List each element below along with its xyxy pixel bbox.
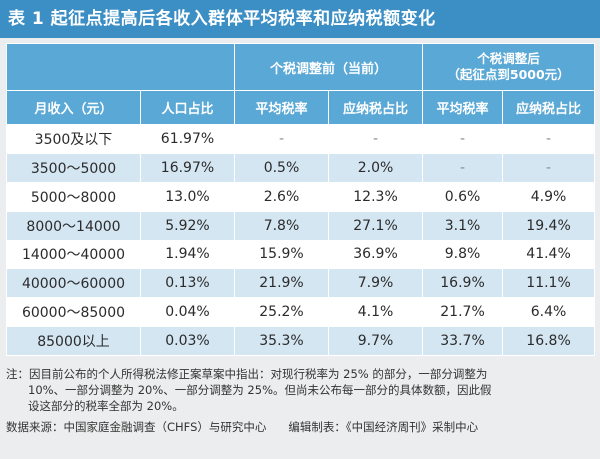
- cell-share-before: 27.1%: [327, 210, 424, 241]
- data-source: 数据来源：中国家庭金融调查（CHFS）与研究中心: [6, 420, 267, 434]
- cell-share-after: 41.4%: [502, 239, 596, 270]
- cell-population: 13.0%: [140, 181, 235, 212]
- cell-income: 85000以上: [6, 326, 141, 356]
- cell-income: 40000～60000: [6, 268, 141, 299]
- cell-income: 14000～40000: [6, 239, 141, 270]
- cell-income: 60000～85000: [6, 297, 141, 328]
- header-avg-rate-after: 平均税率: [422, 90, 504, 125]
- cell-avg-after: 9.8%: [422, 239, 504, 270]
- cell-income: 3500～5000: [6, 152, 141, 183]
- cell-share-after: 11.1%: [502, 268, 596, 299]
- editor-credit: 编辑制表：《中国经济周刊》采制中心: [288, 420, 479, 434]
- table-row: 3500及以下 61.97% - - - -: [6, 124, 596, 154]
- cell-population: 0.04%: [140, 297, 235, 328]
- cell-avg-after: 0.6%: [422, 181, 504, 212]
- cell-share-before: 9.7%: [327, 326, 424, 356]
- cell-population: 61.97%: [140, 124, 235, 154]
- table-row: 85000以上 0.03% 35.3% 9.7% 33.7% 16.8%: [6, 326, 596, 356]
- table-title: 表 1 起征点提高后各收入群体平均税率和应纳税额变化: [0, 0, 600, 38]
- header-income: 月收入（元）: [6, 90, 141, 125]
- source-line: 数据来源：中国家庭金融调查（CHFS）与研究中心 编辑制表：《中国经济周刊》采制…: [6, 419, 594, 435]
- cell-avg-after: 33.7%: [422, 326, 504, 356]
- cell-share-after: -: [502, 124, 596, 154]
- cell-share-before: 4.1%: [327, 297, 424, 328]
- header-group-after-line1: 个税调整后: [477, 51, 540, 66]
- cell-share-before: 12.3%: [327, 181, 424, 212]
- cell-income: 3500及以下: [6, 124, 141, 154]
- cell-avg-before: 0.5%: [234, 152, 329, 183]
- cell-share-before: -: [327, 124, 424, 154]
- cell-avg-before: 25.2%: [234, 297, 329, 328]
- cell-population: 0.03%: [140, 326, 235, 356]
- cell-income: 8000～14000: [6, 210, 141, 241]
- header-population: 人口占比: [140, 90, 235, 125]
- header-tax-share-after: 应纳税占比: [502, 90, 596, 125]
- cell-share-after: 16.8%: [502, 326, 596, 356]
- cell-share-before: 7.9%: [327, 268, 424, 299]
- header-blank: [6, 43, 235, 91]
- cell-income: 5000～8000: [6, 181, 141, 212]
- cell-share-after: 6.4%: [502, 297, 596, 328]
- note-line-3: 设这部分的税率全部为 20%。: [28, 399, 184, 413]
- header-group-before: 个税调整前（当前）: [233, 43, 424, 91]
- table-row: 8000～14000 5.92% 7.8% 27.1% 3.1% 19.4%: [6, 210, 596, 241]
- tax-table: 个税调整前（当前） 个税调整后 （起征点到5000元） 月收入（元） 人口占比 …: [6, 43, 596, 356]
- cell-avg-before: 7.8%: [234, 210, 329, 241]
- cell-share-after: -: [502, 152, 596, 183]
- table-row: 60000～85000 0.04% 25.2% 4.1% 21.7% 6.4%: [6, 297, 596, 328]
- cell-share-after: 19.4%: [502, 210, 596, 241]
- note-line-2: 10%、一部分调整为 20%、一部分调整为 25%。但尚未公布每一部分的具体数额…: [28, 383, 492, 397]
- table-row: 14000～40000 1.94% 15.9% 36.9% 9.8% 41.4%: [6, 239, 596, 270]
- cell-population: 5.92%: [140, 210, 235, 241]
- cell-share-after: 4.9%: [502, 181, 596, 212]
- cell-avg-after: 16.9%: [422, 268, 504, 299]
- header-avg-rate-before: 平均税率: [234, 90, 329, 125]
- table-row: 5000～8000 13.0% 2.6% 12.3% 0.6% 4.9%: [6, 181, 596, 212]
- cell-avg-after: -: [422, 124, 504, 154]
- cell-avg-before: 21.9%: [234, 268, 329, 299]
- cell-share-before: 2.0%: [327, 152, 424, 183]
- cell-population: 16.97%: [140, 152, 235, 183]
- table-row: 40000～60000 0.13% 21.9% 7.9% 16.9% 11.1%: [6, 268, 596, 299]
- cell-avg-before: 35.3%: [234, 326, 329, 356]
- cell-avg-before: -: [234, 124, 329, 154]
- cell-population: 1.94%: [140, 239, 235, 270]
- cell-avg-before: 2.6%: [234, 181, 329, 212]
- header-group-after-line2: （起征点到5000元）: [447, 67, 570, 82]
- header-group-after: 个税调整后 （起征点到5000元）: [422, 43, 596, 91]
- table-row: 3500～5000 16.97% 0.5% 2.0% - -: [6, 152, 596, 183]
- cell-avg-after: 3.1%: [422, 210, 504, 241]
- cell-avg-after: -: [422, 152, 504, 183]
- cell-share-before: 36.9%: [327, 239, 424, 270]
- header-tax-share-before: 应纳税占比: [327, 90, 424, 125]
- cell-avg-before: 15.9%: [234, 239, 329, 270]
- cell-avg-after: 21.7%: [422, 297, 504, 328]
- note-line-1: 注：因目前公布的个人所得税法修正案草案中指出：对现行税率为 25% 的部分，一部…: [6, 367, 488, 381]
- table-notes: 注：因目前公布的个人所得税法修正案草案中指出：对现行税率为 25% 的部分，一部…: [6, 366, 594, 435]
- cell-population: 0.13%: [140, 268, 235, 299]
